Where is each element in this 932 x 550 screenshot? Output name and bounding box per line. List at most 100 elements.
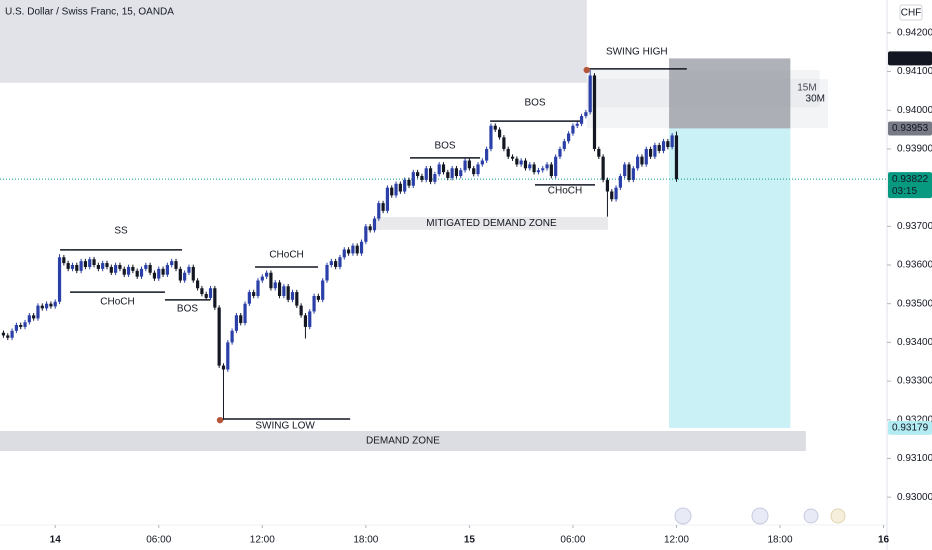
candle-body [489,125,493,149]
stop-area [669,58,791,129]
candle-body [584,112,588,117]
level-label: SWING HIGH [606,47,668,58]
candle-body [19,324,23,327]
candle-body [558,148,562,157]
candle-body [390,187,394,196]
y-tick-label: 0.93300 [897,376,932,387]
candle-body [131,266,135,271]
event-icon[interactable] [830,508,846,524]
candle-body [265,272,269,277]
candle-body [536,170,541,173]
candle-body [36,305,40,319]
level-label: BOS [177,303,198,314]
target-area [669,128,791,428]
level-label: SWING LOW [255,421,315,432]
x-tick-label: 16 [878,535,890,546]
candle-body [480,160,484,165]
level-label: BOS [434,140,455,151]
y-tick-label: 0.93600 [897,260,932,271]
level-label: CHoCH [100,297,134,308]
candle-body [234,315,239,331]
candle-body [118,265,122,269]
x-tick-label: 14 [50,535,62,546]
zone-label: MITIGATED DEMAND ZONE [426,218,557,229]
candle-body [433,174,437,182]
price-badge-label: 0.93953 [892,123,929,134]
price-badge-label: 0.94134 [892,53,929,64]
candle-body [195,280,200,289]
x-tick-label: 06:00 [560,535,585,546]
candle-body [420,176,424,180]
candle-body [213,288,217,308]
candle-body [666,141,670,148]
candle-body [221,365,226,370]
candle-body [506,148,510,157]
y-tick-label: 0.93700 [897,221,932,232]
level-label: SS [114,226,128,237]
level-label: BOS [524,98,545,109]
chart-title: U.S. Dollar / Swiss Franc, 15, OANDA [5,7,174,18]
candle-body [139,268,144,277]
candle-body [476,164,480,175]
event-icons [674,507,846,525]
candle-body [441,164,446,173]
candle-body [114,265,118,273]
candle-body [567,133,571,142]
candle-body [126,266,131,275]
candle-body [174,261,178,269]
price-badge-label: 0.93179 [892,423,929,434]
candle-body [575,123,579,126]
swing-marker [583,66,590,74]
candle-body [640,156,644,165]
candle-body [62,257,66,264]
candle-body [398,183,402,192]
candle-body [239,315,243,324]
candle-body [394,183,398,196]
zone [0,430,806,452]
last-price-badge [888,172,932,199]
level-label: CHoCH [269,250,303,261]
candle-body [144,265,148,269]
candle-body [605,179,610,192]
candle-body [528,164,532,169]
candle-body [355,245,359,254]
candle-body [92,259,96,266]
event-icon[interactable] [803,508,819,524]
candle-body [532,164,536,173]
candle-body [416,172,420,177]
candle-body [44,303,49,309]
candle-body [178,268,182,281]
candle-body [109,266,113,273]
candle-body [588,75,592,113]
candle-body [49,303,53,307]
candle-body [70,265,75,269]
event-icon[interactable] [674,507,692,525]
candle-body [14,324,18,331]
candle-body [290,292,295,300]
candle-body [541,168,545,171]
candle-body [515,158,519,165]
y-tick-label: 0.94100 [897,66,932,77]
currency-box[interactable] [899,4,923,21]
candle-body [359,241,364,254]
candle-body [247,292,251,304]
candle-body [510,156,515,159]
candle-body [170,261,174,266]
candle-body [191,266,195,281]
candle-body [243,303,247,324]
candle-body [204,294,208,298]
event-icon[interactable] [751,507,769,525]
candle-body [407,179,411,186]
candle-body [273,282,277,289]
candle-body [66,263,70,269]
x-tick-label: 12:00 [664,535,689,546]
y-tick-label: 0.93200 [897,414,932,425]
candle-body [338,257,342,267]
candle-body [459,170,463,177]
candle-body [472,168,476,175]
x-tick-label: 18:00 [353,535,378,546]
candle-body [493,125,497,130]
candle-body [549,164,553,177]
